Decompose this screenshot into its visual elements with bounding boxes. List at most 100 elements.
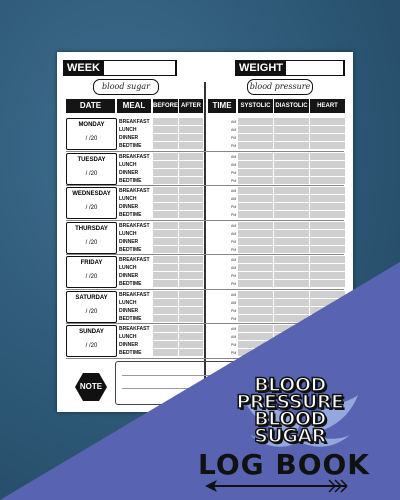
entry-cell[interactable] xyxy=(238,221,273,229)
entry-cell[interactable] xyxy=(179,298,203,306)
entry-cell[interactable] xyxy=(179,118,203,125)
entry-cell[interactable] xyxy=(274,314,309,322)
entry-cell[interactable] xyxy=(179,134,203,141)
entry-cell[interactable] xyxy=(153,195,178,202)
entry-cell[interactable] xyxy=(238,290,273,298)
entry-cell[interactable] xyxy=(274,298,309,306)
entry-cell[interactable] xyxy=(310,187,345,194)
entry-cell[interactable] xyxy=(179,341,203,348)
entry-cell[interactable] xyxy=(274,272,309,279)
entry-cell[interactable] xyxy=(274,264,309,271)
entry-cell[interactable] xyxy=(238,272,273,279)
entry-cell[interactable] xyxy=(153,349,178,356)
entry-cell[interactable] xyxy=(153,211,178,218)
entry-cell[interactable] xyxy=(238,245,273,253)
entry-cell[interactable] xyxy=(153,256,178,263)
entry-cell[interactable] xyxy=(238,264,273,271)
entry-cell[interactable] xyxy=(153,142,178,149)
entry-cell[interactable] xyxy=(153,245,178,253)
entry-cell[interactable] xyxy=(153,314,178,322)
entry-cell[interactable] xyxy=(179,203,203,210)
entry-cell[interactable] xyxy=(310,237,345,245)
entry-cell[interactable] xyxy=(179,126,203,133)
entry-cell[interactable] xyxy=(274,152,309,160)
entry-cell[interactable] xyxy=(153,152,178,160)
entry-cell[interactable] xyxy=(179,160,203,168)
entry-cell[interactable] xyxy=(153,298,178,306)
entry-cell[interactable] xyxy=(310,134,345,141)
entry-cell[interactable] xyxy=(310,152,345,160)
entry-cell[interactable] xyxy=(274,245,309,253)
entry-cell[interactable] xyxy=(238,168,273,176)
entry-cell[interactable] xyxy=(238,314,273,322)
entry-cell[interactable] xyxy=(179,152,203,160)
entry-cell[interactable] xyxy=(310,176,345,184)
entry-cell[interactable] xyxy=(153,203,178,210)
entry-cell[interactable] xyxy=(153,264,178,271)
entry-cell[interactable] xyxy=(153,325,178,332)
entry-cell[interactable] xyxy=(274,280,309,287)
entry-cell[interactable] xyxy=(274,221,309,229)
entry-cell[interactable] xyxy=(310,126,345,133)
entry-cell[interactable] xyxy=(179,264,203,271)
entry-cell[interactable] xyxy=(238,187,273,194)
entry-cell[interactable] xyxy=(310,272,345,279)
entry-cell[interactable] xyxy=(179,168,203,176)
entry-cell[interactable] xyxy=(179,333,203,340)
entry-cell[interactable] xyxy=(153,176,178,184)
entry-cell[interactable] xyxy=(153,280,178,287)
entry-cell[interactable] xyxy=(179,237,203,245)
entry-cell[interactable] xyxy=(238,211,273,218)
entry-cell[interactable] xyxy=(179,142,203,149)
entry-cell[interactable] xyxy=(238,176,273,184)
entry-cell[interactable] xyxy=(179,211,203,218)
entry-cell[interactable] xyxy=(179,280,203,287)
entry-cell[interactable] xyxy=(238,195,273,202)
entry-cell[interactable] xyxy=(153,272,178,279)
entry-cell[interactable] xyxy=(179,195,203,202)
entry-cell[interactable] xyxy=(274,256,309,263)
entry-cell[interactable] xyxy=(238,142,273,149)
entry-cell[interactable] xyxy=(238,152,273,160)
entry-cell[interactable] xyxy=(153,341,178,348)
entry-cell[interactable] xyxy=(179,221,203,229)
entry-cell[interactable] xyxy=(179,306,203,314)
entry-cell[interactable] xyxy=(310,280,345,287)
entry-cell[interactable] xyxy=(179,272,203,279)
entry-cell[interactable] xyxy=(274,126,309,133)
entry-cell[interactable] xyxy=(179,314,203,322)
week-field[interactable]: WEEK xyxy=(63,60,177,76)
entry-cell[interactable] xyxy=(153,160,178,168)
entry-cell[interactable] xyxy=(274,187,309,194)
weight-field[interactable]: WEIGHT xyxy=(235,60,345,76)
entry-cell[interactable] xyxy=(238,118,273,125)
entry-cell[interactable] xyxy=(238,280,273,287)
day-date-box[interactable]: MONDAY / /20 xyxy=(66,118,117,150)
entry-cell[interactable] xyxy=(238,256,273,263)
entry-cell[interactable] xyxy=(153,126,178,133)
entry-cell[interactable] xyxy=(274,134,309,141)
entry-cell[interactable] xyxy=(238,306,273,314)
entry-cell[interactable] xyxy=(274,306,309,314)
entry-cell[interactable] xyxy=(153,134,178,141)
entry-cell[interactable] xyxy=(153,229,178,237)
entry-cell[interactable] xyxy=(274,168,309,176)
entry-cell[interactable] xyxy=(274,290,309,298)
entry-cell[interactable] xyxy=(310,221,345,229)
entry-cell[interactable] xyxy=(310,290,345,298)
entry-cell[interactable] xyxy=(238,325,273,332)
entry-cell[interactable] xyxy=(238,298,273,306)
day-date-box[interactable]: THURSDAY / /20 xyxy=(66,221,117,254)
entry-cell[interactable] xyxy=(274,176,309,184)
entry-cell[interactable] xyxy=(310,203,345,210)
day-date-box[interactable]: FRIDAY / /20 xyxy=(66,256,117,288)
entry-cell[interactable] xyxy=(153,306,178,314)
entry-cell[interactable] xyxy=(310,264,345,271)
entry-cell[interactable] xyxy=(153,221,178,229)
entry-cell[interactable] xyxy=(310,142,345,149)
entry-cell[interactable] xyxy=(238,341,273,348)
entry-cell[interactable] xyxy=(274,211,309,218)
day-date-box[interactable]: SUNDAY / /20 xyxy=(66,325,117,357)
day-date-box[interactable]: SATURDAY / /20 xyxy=(66,290,117,323)
entry-cell[interactable] xyxy=(274,195,309,202)
